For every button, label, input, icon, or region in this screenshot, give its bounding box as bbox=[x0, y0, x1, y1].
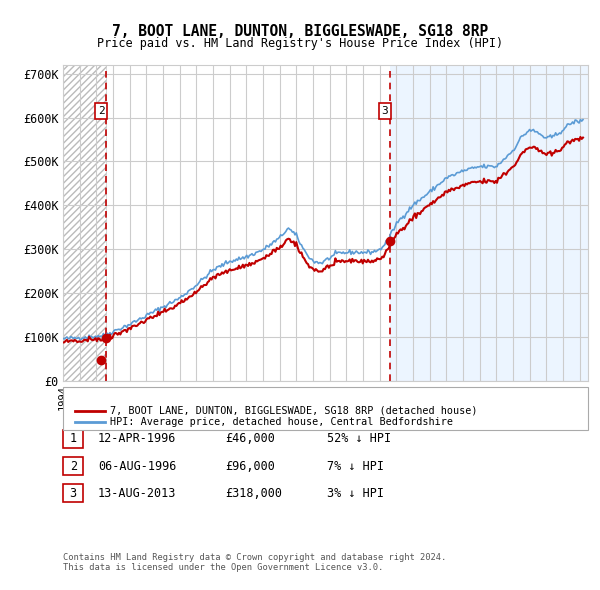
Text: 52% ↓ HPI: 52% ↓ HPI bbox=[327, 432, 391, 445]
Bar bbox=[390, 65, 588, 381]
Text: 7, BOOT LANE, DUNTON, BIGGLESWADE, SG18 8RP (detached house): 7, BOOT LANE, DUNTON, BIGGLESWADE, SG18 … bbox=[110, 406, 478, 415]
Bar bbox=[63, 65, 106, 381]
Text: 3% ↓ HPI: 3% ↓ HPI bbox=[327, 487, 384, 500]
Text: £96,000: £96,000 bbox=[225, 460, 275, 473]
Text: This data is licensed under the Open Government Licence v3.0.: This data is licensed under the Open Gov… bbox=[63, 563, 383, 572]
Text: Price paid vs. HM Land Registry's House Price Index (HPI): Price paid vs. HM Land Registry's House … bbox=[97, 37, 503, 50]
Text: 7% ↓ HPI: 7% ↓ HPI bbox=[327, 460, 384, 473]
Text: 2: 2 bbox=[70, 460, 77, 473]
Text: 3: 3 bbox=[70, 487, 77, 500]
Text: £46,000: £46,000 bbox=[225, 432, 275, 445]
Text: HPI: Average price, detached house, Central Bedfordshire: HPI: Average price, detached house, Cent… bbox=[110, 417, 453, 427]
Text: 3: 3 bbox=[382, 106, 388, 116]
Text: 12-APR-1996: 12-APR-1996 bbox=[98, 432, 176, 445]
Text: £318,000: £318,000 bbox=[225, 487, 282, 500]
Text: 13-AUG-2013: 13-AUG-2013 bbox=[98, 487, 176, 500]
Text: Contains HM Land Registry data © Crown copyright and database right 2024.: Contains HM Land Registry data © Crown c… bbox=[63, 553, 446, 562]
Text: 2: 2 bbox=[98, 106, 104, 116]
Text: 1: 1 bbox=[70, 432, 77, 445]
Text: 06-AUG-1996: 06-AUG-1996 bbox=[98, 460, 176, 473]
Text: 7, BOOT LANE, DUNTON, BIGGLESWADE, SG18 8RP: 7, BOOT LANE, DUNTON, BIGGLESWADE, SG18 … bbox=[112, 24, 488, 38]
